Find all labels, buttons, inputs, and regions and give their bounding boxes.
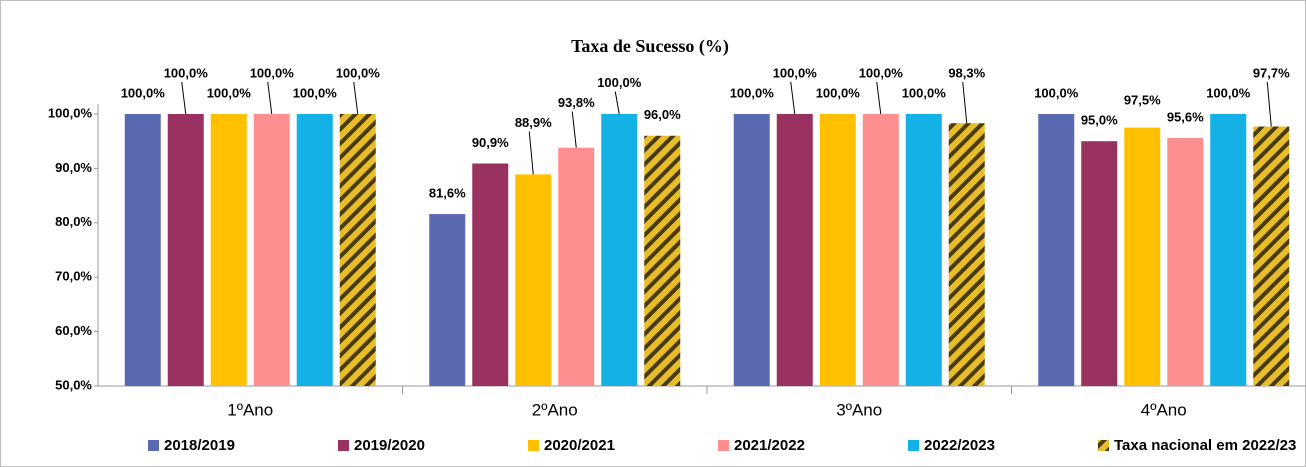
- data-label: 100,0%: [164, 65, 209, 80]
- leader-line: [528, 131, 534, 175]
- bar: [1253, 126, 1290, 387]
- bar: [167, 114, 204, 386]
- leader-line: [353, 81, 359, 115]
- y-tick-label: 90,0%: [55, 160, 92, 175]
- bar: [905, 114, 942, 386]
- leader-line: [267, 81, 273, 115]
- leader-line: [962, 81, 968, 124]
- y-tick-label: 70,0%: [55, 269, 92, 284]
- data-label: 100,0%: [207, 85, 252, 100]
- x-tick-label: 4ºAno: [1141, 400, 1187, 419]
- legend-label: Taxa nacional em 2022/23: [1114, 437, 1296, 454]
- data-label: 100,0%: [121, 85, 166, 100]
- data-label: 100,0%: [1206, 85, 1251, 100]
- data-label: 100,0%: [293, 85, 338, 100]
- data-label: 100,0%: [859, 65, 904, 80]
- data-label: 100,0%: [816, 85, 861, 100]
- y-tick-label: 80,0%: [55, 214, 92, 229]
- x-tick-label: 2ºAno: [532, 400, 578, 419]
- data-label: 81,6%: [429, 186, 466, 201]
- chart-title: Taxa de Sucesso (%): [571, 36, 729, 57]
- data-label: 88,9%: [515, 115, 552, 130]
- data-label: 97,7%: [1253, 65, 1290, 80]
- leader-line: [790, 81, 796, 115]
- data-label: 90,9%: [472, 135, 509, 150]
- bar: [948, 123, 985, 387]
- leader-line: [614, 91, 620, 115]
- leader-line: [1266, 81, 1272, 127]
- legend-swatch: [1098, 440, 1109, 451]
- bar: [472, 163, 509, 386]
- data-label: 100,0%: [773, 65, 818, 80]
- data-label: 100,0%: [1034, 85, 1079, 100]
- bar: [1210, 114, 1247, 386]
- legend-swatch: [338, 440, 349, 451]
- bar: [558, 147, 595, 386]
- bar: [862, 114, 899, 386]
- bar: [124, 114, 161, 386]
- bar: [1081, 141, 1118, 386]
- bar: [1124, 127, 1161, 386]
- bar: [210, 114, 247, 386]
- leader-line: [876, 81, 882, 115]
- x-tick-label: 3ºAno: [836, 400, 882, 419]
- bar: [776, 114, 813, 386]
- data-label: 100,0%: [730, 85, 775, 100]
- bar: [733, 114, 770, 386]
- data-label: 96,0%: [644, 107, 681, 122]
- data-label: 98,3%: [948, 65, 985, 80]
- bar: [819, 114, 856, 386]
- legend-swatch: [528, 440, 539, 451]
- legend-label: 2018/2019: [164, 437, 235, 454]
- bar: [515, 174, 552, 386]
- legend-label: 2021/2022: [734, 437, 805, 454]
- y-tick-label: 50,0%: [55, 377, 92, 392]
- data-label: 97,5%: [1124, 93, 1161, 108]
- data-label: 100,0%: [902, 85, 947, 100]
- bar: [296, 114, 333, 386]
- data-label: 93,8%: [558, 95, 595, 110]
- bar: [1038, 114, 1075, 386]
- legend-label: 2019/2020: [354, 437, 425, 454]
- y-tick-label: 100,0%: [48, 105, 93, 120]
- bar: [1167, 137, 1204, 386]
- bar: [253, 114, 290, 386]
- bar: [339, 114, 376, 386]
- data-label: 100,0%: [336, 65, 381, 80]
- legend-label: 2020/2021: [544, 437, 615, 454]
- data-label: 100,0%: [250, 65, 295, 80]
- bar: [644, 135, 681, 386]
- bar: [601, 114, 638, 386]
- legend-swatch: [908, 440, 919, 451]
- data-label: 95,6%: [1167, 109, 1204, 124]
- data-label: 95,0%: [1081, 113, 1118, 128]
- leader-line: [181, 81, 187, 115]
- data-label: 100,0%: [597, 75, 642, 90]
- legend-swatch: [718, 440, 729, 451]
- leader-line: [571, 111, 577, 148]
- bar: [429, 214, 466, 386]
- x-tick-label: 1ºAno: [227, 400, 273, 419]
- legend-label: 2022/2023: [924, 437, 995, 454]
- legend-swatch: [148, 440, 159, 451]
- y-tick-label: 60,0%: [55, 323, 92, 338]
